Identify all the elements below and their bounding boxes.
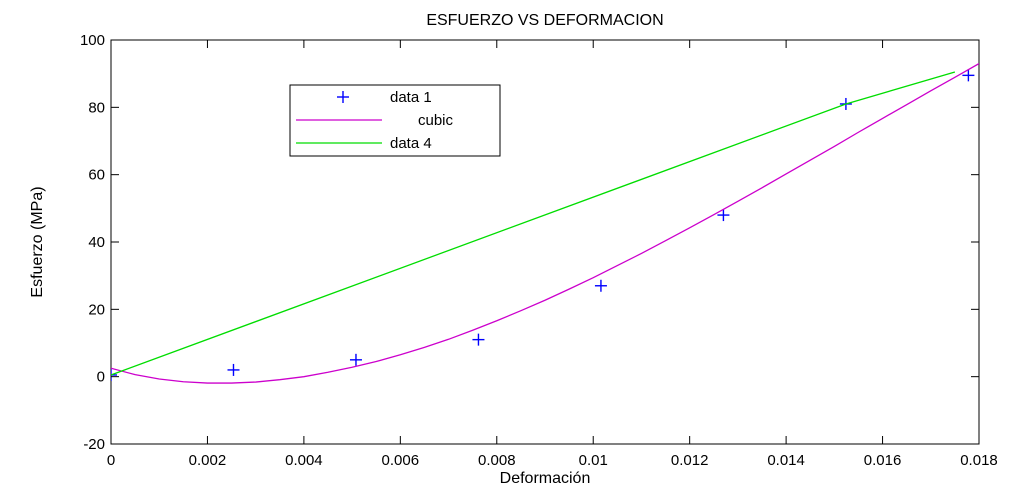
y-tick-label: 80 xyxy=(88,99,105,116)
x-tick-label: 0.01 xyxy=(579,452,608,469)
data-point-data-1 xyxy=(472,333,485,346)
legend: data 1 cubic data 4 xyxy=(289,84,501,157)
tick-labels: 0 0.002 0.004 0.006 0.008 0.01 0.012 0.014 0.016… xyxy=(80,32,998,469)
chart-title: ESFUERZO VS DEFORMACION xyxy=(426,12,663,29)
x-tick-label: 0 xyxy=(107,452,115,469)
x-tick-label: 0.014 xyxy=(767,452,805,469)
x-tick-label: 0.004 xyxy=(285,452,323,469)
data-point-data-1 xyxy=(594,279,607,292)
plot-area xyxy=(110,39,980,445)
y-tick-label: -20 xyxy=(83,436,105,453)
data-point-data-1 xyxy=(111,368,117,381)
x-tick-label: 0.018 xyxy=(960,452,998,469)
x-tick-label: 0.016 xyxy=(864,452,902,469)
data-point-data-1 xyxy=(349,353,362,366)
series-line-cubic xyxy=(111,63,979,384)
legend-items: data 1 cubic data 4 xyxy=(296,89,454,152)
legend-label-cubic: cubic xyxy=(418,112,454,129)
data-point-data-1 xyxy=(227,363,240,376)
y-tick-label: 0 xyxy=(97,369,105,386)
series-layer xyxy=(111,63,979,384)
legend-swatch-data-1 xyxy=(337,91,349,103)
x-axis-label: Deformación xyxy=(500,470,591,487)
x-tick-label: 0.012 xyxy=(671,452,709,469)
y-tick-label: 20 xyxy=(88,301,105,318)
legend-label-data-4: data 4 xyxy=(390,135,432,152)
y-tick-label: 40 xyxy=(88,234,105,251)
series-line-data-4 xyxy=(111,71,956,376)
y-tick-label: 100 xyxy=(80,32,105,49)
data-point-data-1 xyxy=(717,209,730,222)
axis-ticks xyxy=(110,39,980,445)
x-tick-label: 0.002 xyxy=(189,452,227,469)
x-tick-label: 0.006 xyxy=(382,452,420,469)
y-axis-label: Esfuerzo (MPa) xyxy=(29,186,46,297)
y-tick-label: 60 xyxy=(88,167,105,184)
x-tick-label: 0.008 xyxy=(478,452,516,469)
data-point-data-1 xyxy=(962,69,975,82)
legend-label-data-1: data 1 xyxy=(390,89,432,106)
